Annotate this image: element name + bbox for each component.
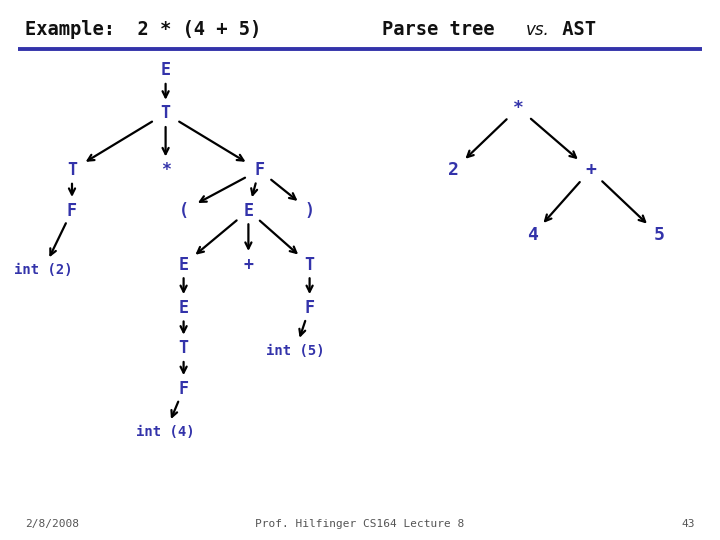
Text: 2: 2 <box>448 161 459 179</box>
Text: 5: 5 <box>653 226 665 244</box>
Text: 2/8/2008: 2/8/2008 <box>25 519 79 529</box>
Text: int (4): int (4) <box>136 425 195 439</box>
Text: Prof. Hilfinger CS164 Lecture 8: Prof. Hilfinger CS164 Lecture 8 <box>256 519 464 529</box>
Text: 4: 4 <box>527 226 539 244</box>
Text: 43: 43 <box>681 519 695 529</box>
Text: E: E <box>179 255 189 274</box>
Text: +: + <box>243 255 253 274</box>
Text: vs.: vs. <box>526 21 549 39</box>
Text: E: E <box>161 61 171 79</box>
Text: AST: AST <box>551 20 596 39</box>
Text: F: F <box>254 161 264 179</box>
Text: T: T <box>67 161 77 179</box>
Text: Example:  2 * (4 + 5): Example: 2 * (4 + 5) <box>25 20 261 39</box>
Text: *: * <box>161 161 171 179</box>
Text: T: T <box>161 104 171 123</box>
Text: int (2): int (2) <box>14 263 73 277</box>
Text: F: F <box>305 299 315 317</box>
Text: ): ) <box>305 201 315 220</box>
Text: E: E <box>243 201 253 220</box>
Text: E: E <box>179 299 189 317</box>
Text: F: F <box>67 201 77 220</box>
Text: Parse tree: Parse tree <box>382 20 517 39</box>
Text: (: ( <box>179 201 189 220</box>
Text: int (5): int (5) <box>266 344 325 358</box>
Text: T: T <box>305 255 315 274</box>
Text: *: * <box>513 99 524 117</box>
Text: T: T <box>179 339 189 357</box>
Text: +: + <box>585 161 596 179</box>
Text: F: F <box>179 380 189 398</box>
